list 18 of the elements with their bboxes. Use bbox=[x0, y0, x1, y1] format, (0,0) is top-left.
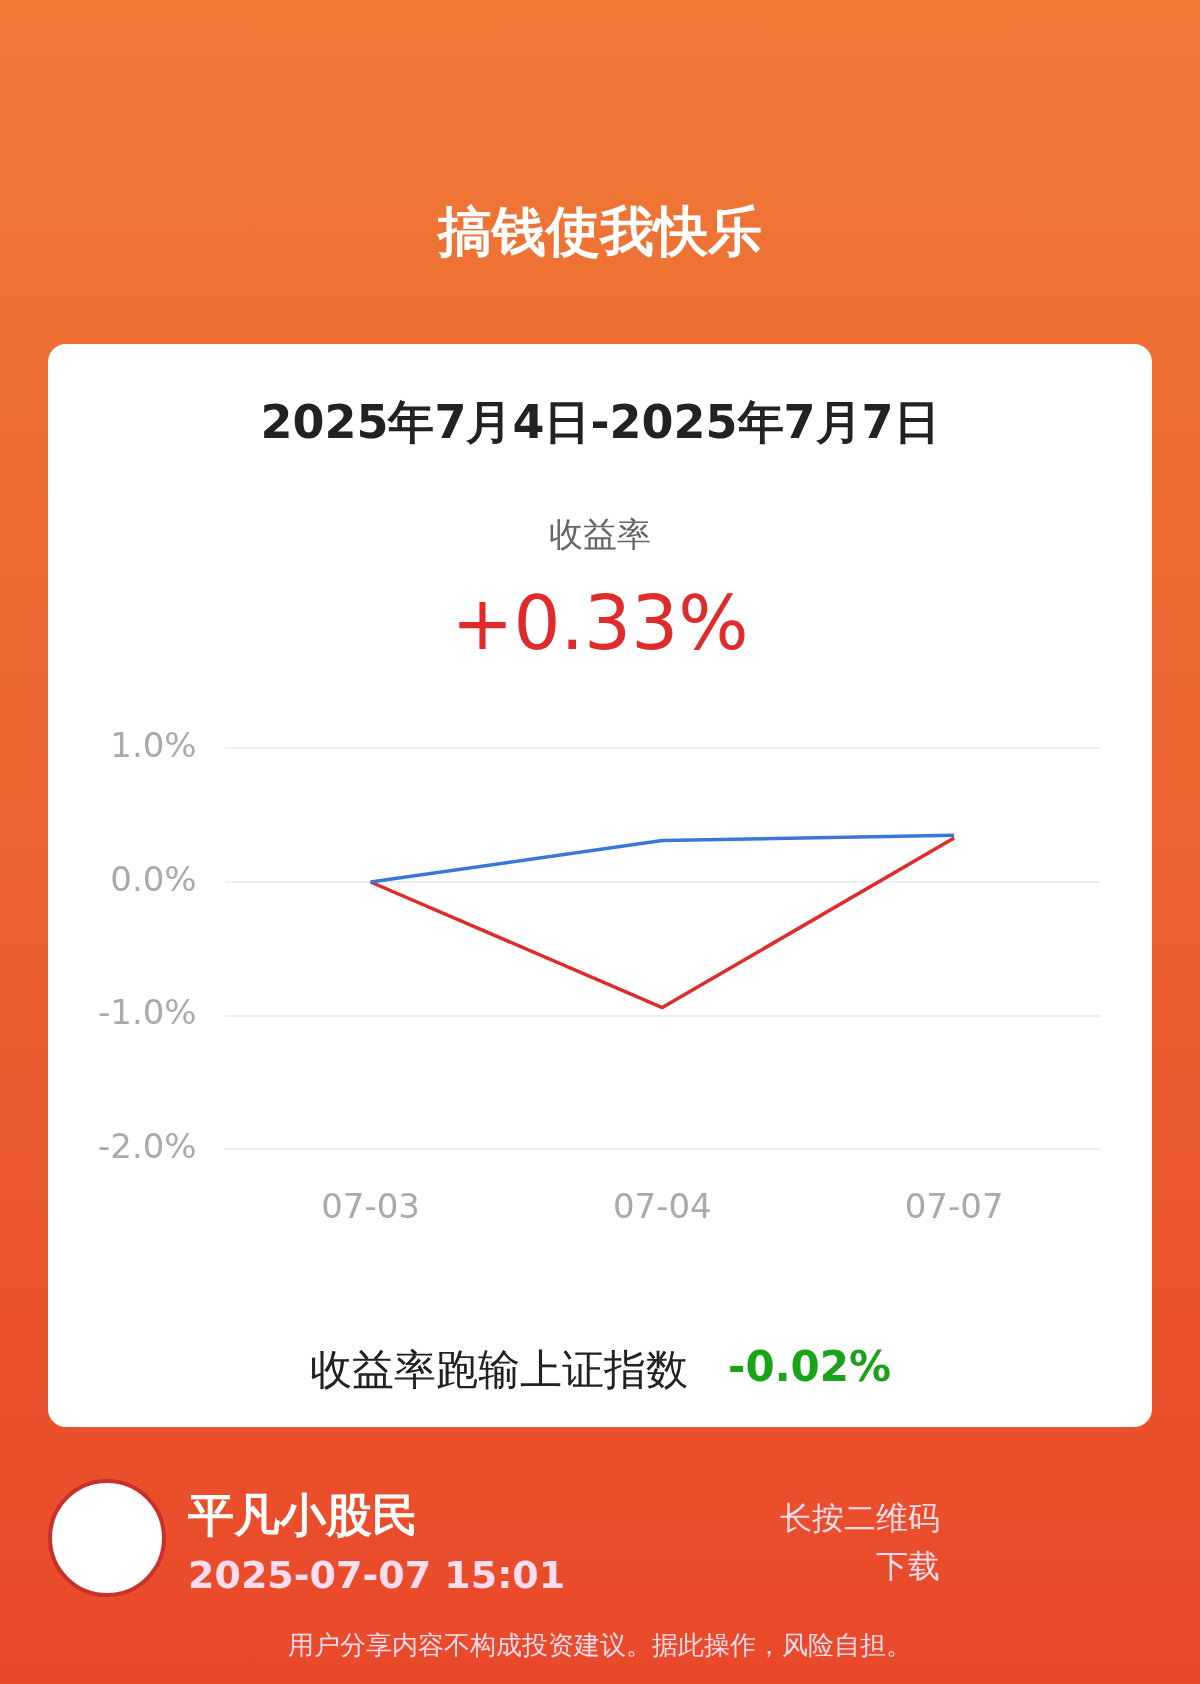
text: 下载 bbox=[875, 1546, 940, 1587]
text: 收益率 bbox=[548, 513, 652, 556]
y-tick-label: 1.0% bbox=[110, 725, 197, 766]
text: -0.02% bbox=[728, 1342, 892, 1391]
chart-subtitle: 2025年7月4日-2025年7月7日 bbox=[259, 394, 941, 451]
x-tick-label: 07-07 bbox=[904, 1186, 1004, 1227]
y-tick-label: -2.0% bbox=[97, 1126, 197, 1167]
text: 2025-07-07 15:01 bbox=[188, 1553, 566, 1597]
y-tick-label: -1.0% bbox=[97, 992, 197, 1033]
text: 用户分享内容不构成投资建议。据此操作，风险自担。 bbox=[287, 1629, 913, 1662]
text: 收益率跑输上证指数 bbox=[310, 1344, 688, 1396]
text: 长按二维码 bbox=[779, 1498, 940, 1539]
text: +0.33% bbox=[450, 580, 750, 666]
text: 平凡小股民 bbox=[188, 1487, 418, 1544]
x-tick-label: 07-04 bbox=[612, 1186, 712, 1227]
y-tick-label: 0.0% bbox=[110, 858, 197, 899]
x-tick-label: 07-03 bbox=[321, 1186, 420, 1227]
chart-title: 搞钱使我快乐 bbox=[436, 199, 763, 265]
